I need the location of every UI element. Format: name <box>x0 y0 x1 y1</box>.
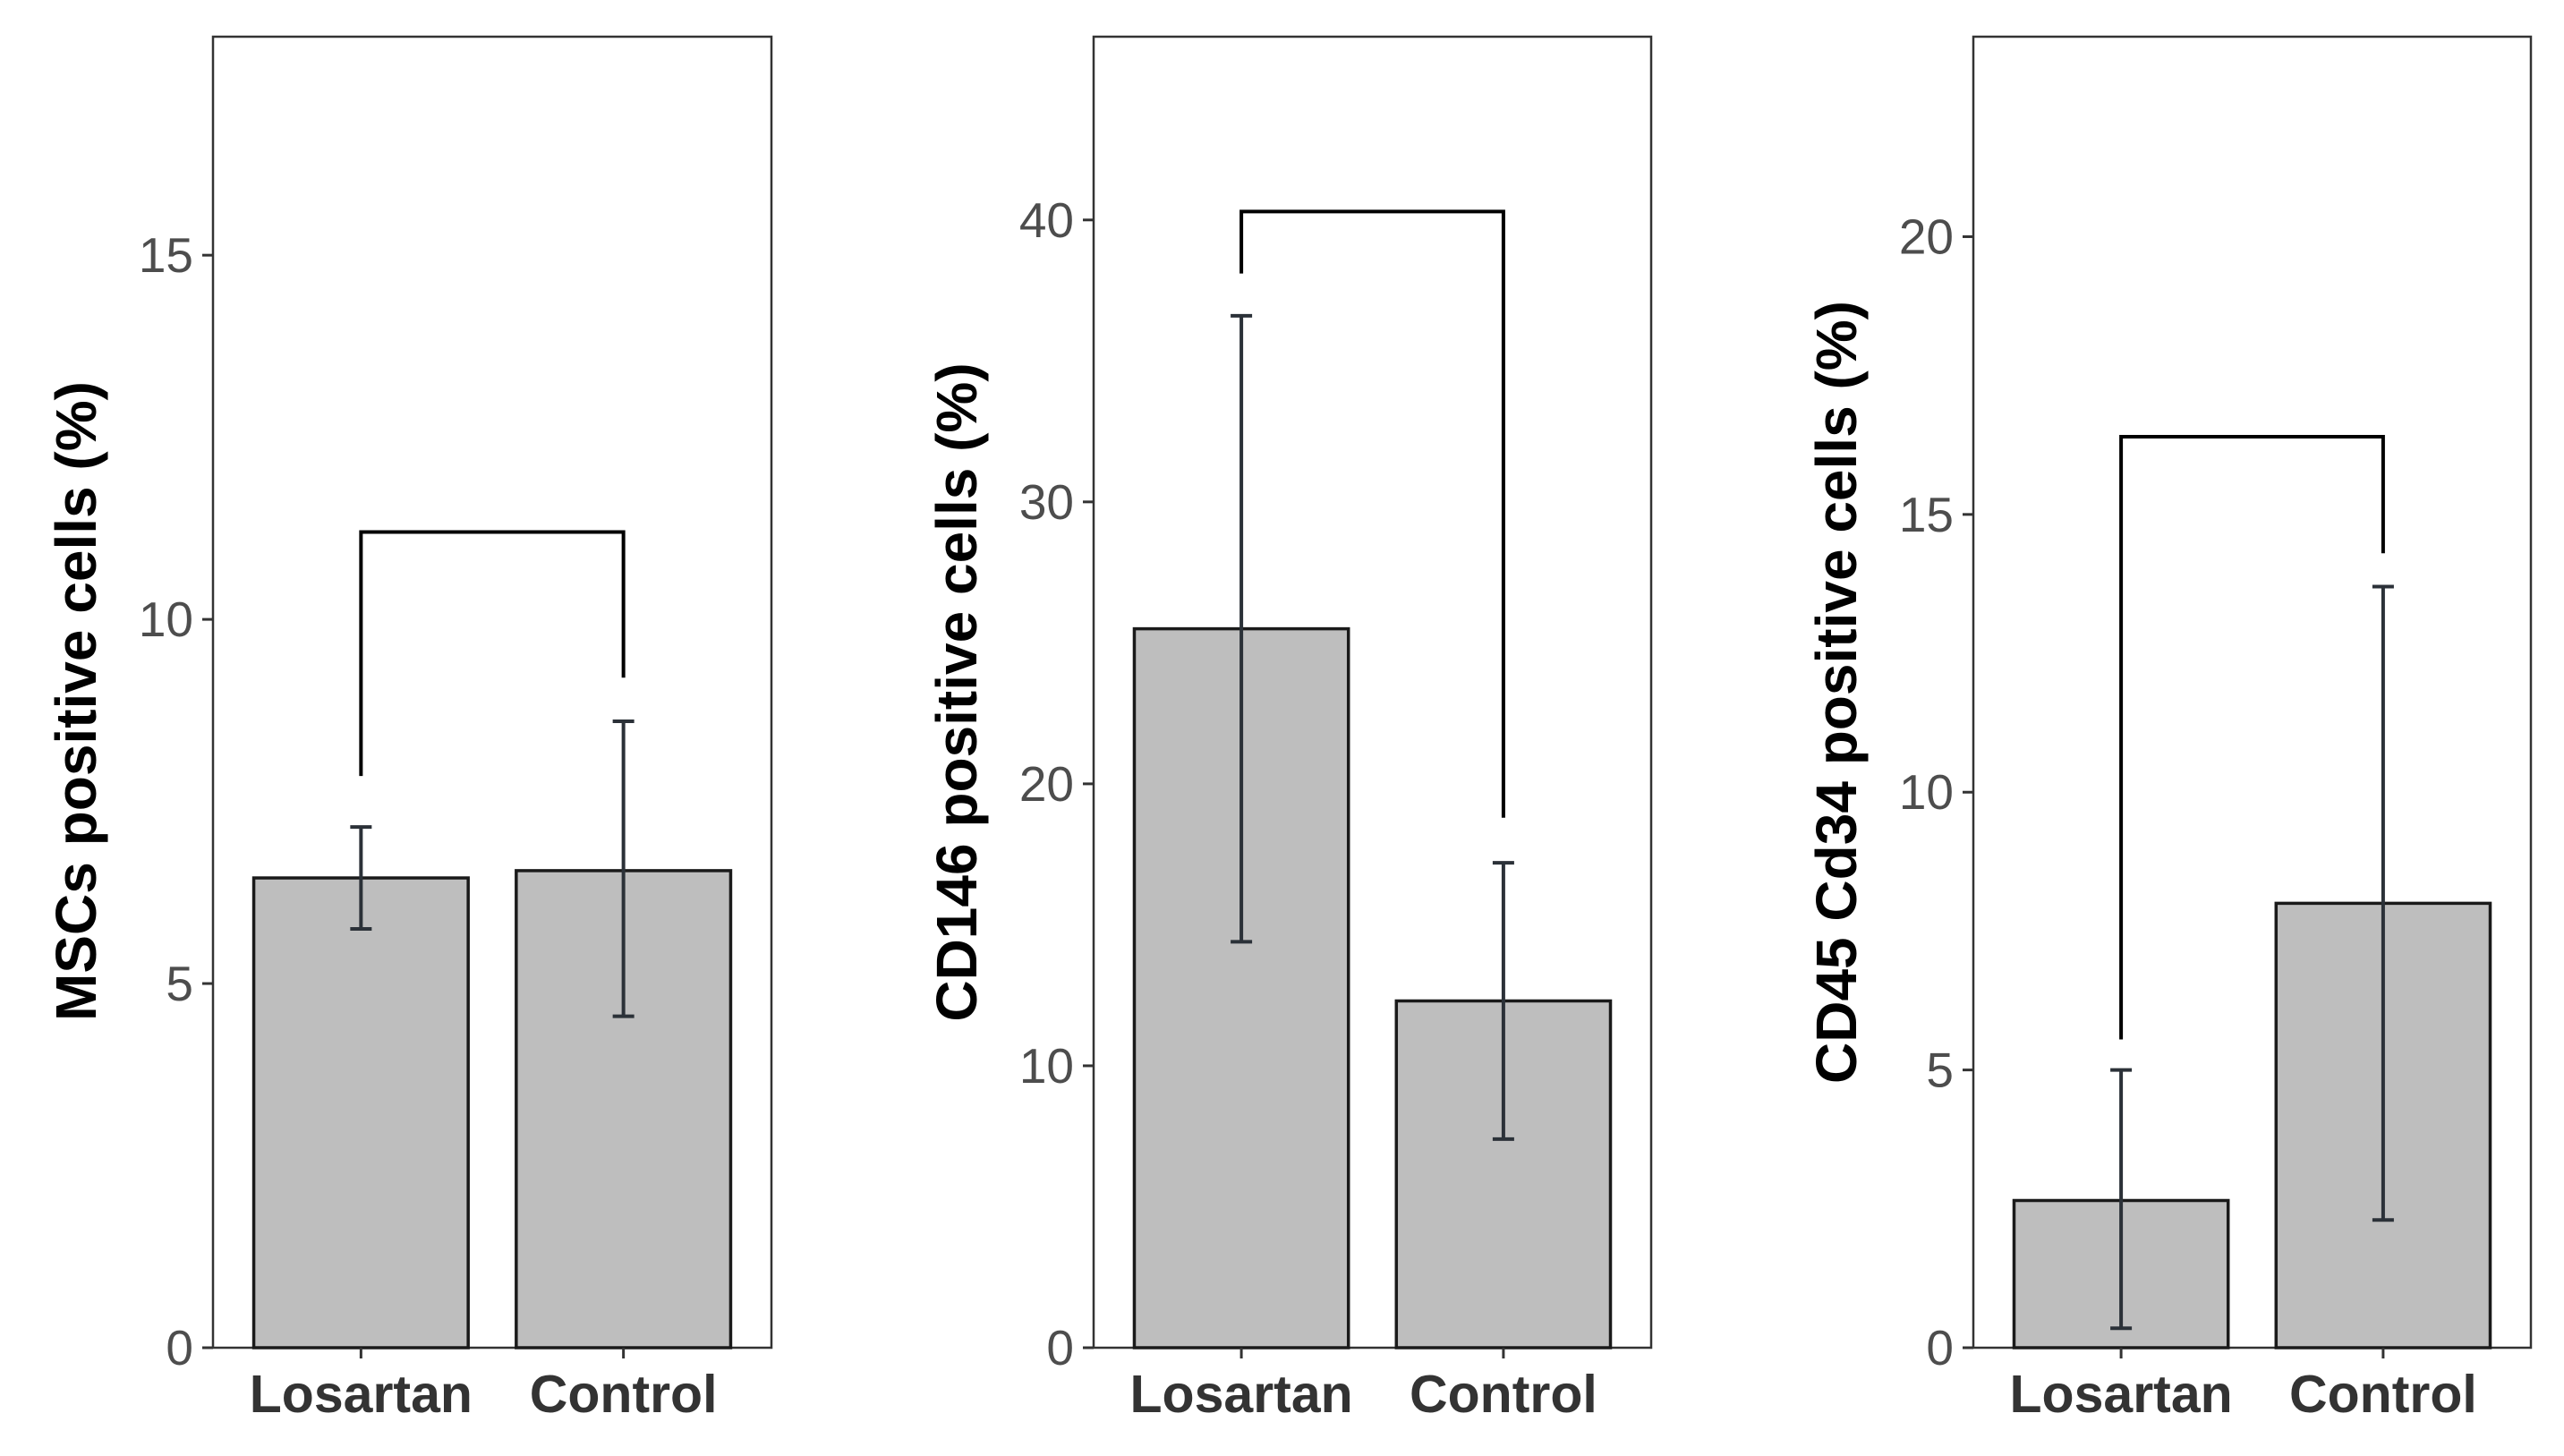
chart-panels: 0 5 10 15 Losartan Control MSCs positive cells… <box>44 35 2533 1424</box>
error-bar-control <box>612 719 635 1018</box>
bar-losartan <box>251 876 470 1350</box>
y-axis-title: CD45 Cd34 positive cells (%) <box>1804 301 1869 1084</box>
y-tick-label: 10 <box>1899 764 1954 820</box>
y-axis-title: MSCs positive cells (%) <box>44 381 108 1021</box>
y-tick-label: 15 <box>1899 487 1954 542</box>
error-bar-control <box>1492 861 1514 1141</box>
chart-panel-3: 0 5 10 15 20 Losartan Control CD45 Cd34 positiv… <box>1804 35 2533 1424</box>
y-tick-label: 0 <box>1926 1320 1954 1375</box>
y-tick-label: 40 <box>1019 192 1074 248</box>
x-tick-label-losartan: Losartan <box>1130 1365 1353 1424</box>
y-tick-label: 10 <box>1019 1038 1074 1094</box>
y-tick-label: 5 <box>166 956 193 1011</box>
y-axis-title: CD146 positive cells (%) <box>924 362 989 1021</box>
error-bar-losartan <box>1231 313 1253 944</box>
y-tick-label: 20 <box>1019 756 1074 812</box>
error-bar-losartan <box>2110 1068 2133 1331</box>
error-bar-control <box>2372 584 2394 1222</box>
chart-panel-1: 0 5 10 15 Losartan Control MSCs positive cells… <box>44 35 773 1424</box>
y-tick-label: 0 <box>1046 1320 1074 1375</box>
x-tick-label-control: Control <box>530 1365 718 1424</box>
y-tick-label: 10 <box>139 592 193 647</box>
significance-bracket <box>1239 209 1505 818</box>
significance-bracket <box>2119 434 2385 1040</box>
error-bar-losartan <box>350 825 372 932</box>
significance-bracket <box>359 530 626 777</box>
y-tick-label: 5 <box>1926 1043 1954 1098</box>
chart-panel-2: 0 10 20 30 40 Losartan Control CD146 positive c… <box>924 35 1653 1424</box>
x-tick-label-losartan: Losartan <box>2010 1365 2233 1424</box>
x-tick-label-control: Control <box>1410 1365 1597 1424</box>
x-tick-label-losartan: Losartan <box>250 1365 473 1424</box>
y-tick-label: 0 <box>166 1320 193 1375</box>
x-tick-label-control: Control <box>2289 1365 2477 1424</box>
y-tick-label: 30 <box>1019 474 1074 530</box>
y-tick-label: 15 <box>139 227 193 283</box>
y-tick-label: 20 <box>1899 209 1954 264</box>
